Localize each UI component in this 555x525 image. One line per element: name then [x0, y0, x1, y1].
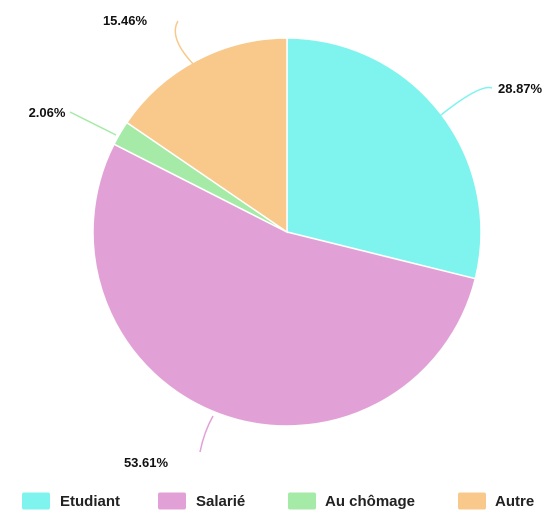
pie-leader-lines — [69, 20, 493, 453]
chart-legend: Etudiant Salarié Au chômage Autre — [22, 492, 534, 511]
legend-item-autre[interactable]: Autre — [458, 492, 534, 511]
pie-slice-autre — [125, 37, 288, 234]
legend-label-autre: Autre — [495, 493, 534, 510]
legend-label-au-chomage: Au chômage — [325, 493, 415, 510]
legend-swatch-etudiant — [22, 492, 50, 510]
leader-line-etudiant — [440, 86, 493, 116]
legend-label-etudiant: Etudiant — [60, 493, 120, 510]
legend-item-au-chomage[interactable]: Au chômage — [288, 492, 415, 511]
legend-swatch-salarie — [158, 492, 186, 510]
legend-item-salarie[interactable]: Salarié — [158, 492, 245, 511]
legend-label-salarie: Salarié — [196, 493, 245, 510]
pie-slice-salarie — [92, 143, 477, 427]
leader-line-salarie — [199, 415, 214, 453]
slice-label-etudiant: 28.87% — [498, 81, 543, 96]
leader-line-au-chomage — [69, 111, 117, 136]
slice-label-au-chomage: 2.06% — [29, 105, 66, 120]
pie-slices — [92, 37, 482, 427]
legend-swatch-autre — [458, 492, 486, 510]
slice-label-autre: 15.46% — [103, 13, 148, 28]
legend-item-etudiant[interactable]: Etudiant — [22, 492, 120, 511]
pie-percentage-labels: 28.87% 53.61% 2.06% 15.46% — [29, 13, 543, 470]
pie-slice-etudiant — [286, 37, 482, 280]
leader-line-autre — [174, 20, 196, 67]
slice-label-salarie: 53.61% — [124, 455, 169, 470]
legend-swatch-au-chomage — [288, 492, 316, 510]
